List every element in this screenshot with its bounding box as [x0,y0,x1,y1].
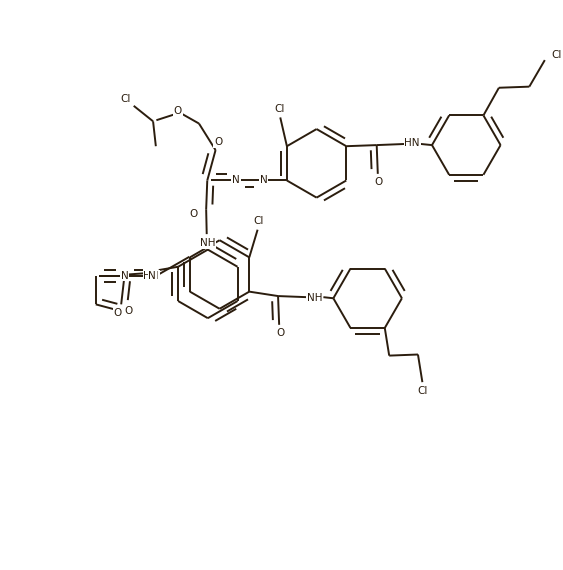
Text: Cl: Cl [253,217,264,226]
Text: N: N [260,176,267,185]
Text: O: O [276,328,285,338]
Text: N: N [148,271,156,280]
Text: O: O [114,308,122,317]
Text: Cl: Cl [552,50,562,60]
Text: NH: NH [307,293,322,303]
Text: O: O [214,137,222,147]
Text: Cl: Cl [121,94,131,104]
Text: N: N [120,271,128,280]
Text: NH: NH [200,238,216,248]
Text: HN: HN [404,139,420,148]
Text: Cl: Cl [274,104,284,114]
Text: HN: HN [144,271,159,280]
Text: Cl: Cl [417,386,427,396]
Text: N: N [232,176,240,185]
Text: O: O [375,177,383,187]
Text: O: O [190,209,198,219]
Text: O: O [125,306,133,316]
Text: O: O [174,107,182,116]
